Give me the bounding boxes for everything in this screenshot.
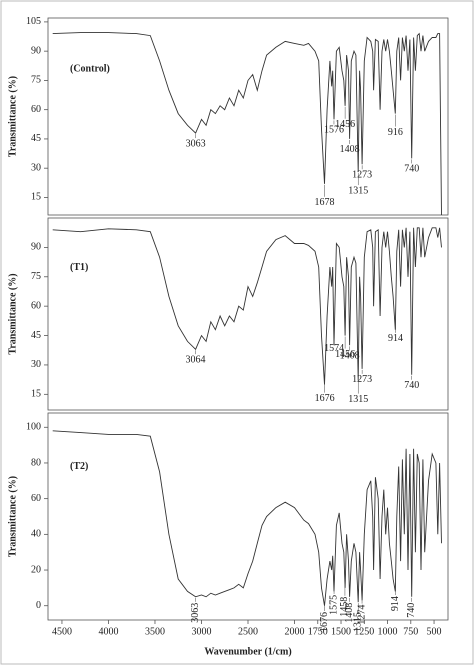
peak-label: 1273 (352, 374, 372, 385)
plot-frame (47, 17, 449, 216)
panel-title: (Control) (70, 64, 110, 75)
y-tick-label: 75 (31, 75, 41, 86)
peak-label: 1676 (315, 393, 335, 404)
peak-label: 1678 (314, 197, 334, 208)
x-tick-label: 3000 (191, 626, 211, 637)
y-tick-label: 75 (31, 271, 41, 282)
peak-label: 1456 (335, 119, 355, 130)
spectrum-line (52, 227, 442, 385)
y-tick-label: 105 (26, 16, 41, 27)
y-axis-label: Transmittance (%) (7, 476, 18, 557)
y-tick-label: 60 (31, 493, 41, 504)
x-tick-label: 1000 (378, 626, 398, 637)
y-axis-label: Transmittance (%) (7, 273, 18, 354)
y-tick-label: 60 (31, 104, 41, 115)
spectrum-line (52, 430, 442, 606)
peak-label: 1575 (328, 595, 339, 615)
peak-label: 1273 (352, 170, 372, 181)
x-tick-label: 2000 (285, 626, 305, 637)
x-axis-label: Wavenumber (1/cm) (204, 646, 291, 657)
y-tick-label: 20 (31, 564, 41, 575)
peak-label: 1676 (319, 612, 330, 632)
x-tick-label: 1250 (354, 626, 374, 637)
peak-label: 916 (388, 127, 403, 138)
peak-label: 1408 (344, 603, 355, 623)
peak-label: 1574 (324, 343, 344, 354)
peak-label: 1408 (340, 144, 360, 155)
peak-label: 740 (404, 164, 419, 175)
y-tick-label: 0 (36, 600, 41, 611)
peak-label: 3063 (190, 603, 201, 623)
y-tick-label: 90 (31, 242, 41, 253)
peak-label: 914 (390, 596, 401, 611)
y-tick-label: 40 (31, 529, 41, 540)
peak-label: 1456 (335, 349, 355, 360)
x-tick-label: 500 (427, 626, 442, 637)
peak-label: 1458 (339, 597, 350, 617)
y-tick-label: 45 (31, 133, 41, 144)
y-tick-label: 30 (31, 162, 41, 173)
y-axis-label: Transmittance (%) (7, 76, 18, 157)
peak-label: 3063 (186, 138, 206, 149)
y-tick-label: 60 (31, 300, 41, 311)
y-tick-label: 15 (31, 389, 41, 400)
x-tick-label: 4000 (98, 626, 118, 637)
y-tick-label: 80 (31, 457, 41, 468)
peak-label: 1315 (348, 394, 368, 405)
y-tick-label: 90 (31, 45, 41, 56)
x-tick-label: 4500 (52, 626, 72, 637)
peak-label: 1576 (324, 125, 344, 136)
peak-label: 740 (404, 380, 419, 391)
y-tick-label: 15 (31, 192, 41, 203)
x-tick-label: 1750 (308, 626, 328, 637)
peak-label: 740 (406, 603, 417, 618)
peak-label: 3064 (186, 354, 206, 365)
y-tick-label: 100 (26, 422, 41, 433)
spectrum-line (52, 32, 442, 216)
panel-title: (T1) (70, 262, 88, 273)
plot-frame (47, 217, 449, 411)
panel-title: (T2) (70, 461, 88, 472)
peak-label: 1315 (353, 612, 364, 632)
peak-label: 1315 (348, 185, 368, 196)
x-tick-label: 3500 (145, 626, 165, 637)
x-tick-label: 750 (403, 626, 418, 637)
peak-label: 914 (388, 333, 403, 344)
x-tick-label: 2500 (238, 626, 258, 637)
y-tick-label: 45 (31, 330, 41, 341)
peak-label: 1408 (340, 351, 360, 362)
peak-label: 1274 (356, 605, 367, 625)
y-tick-label: 30 (31, 359, 41, 370)
x-tick-label: 1500 (331, 626, 351, 637)
